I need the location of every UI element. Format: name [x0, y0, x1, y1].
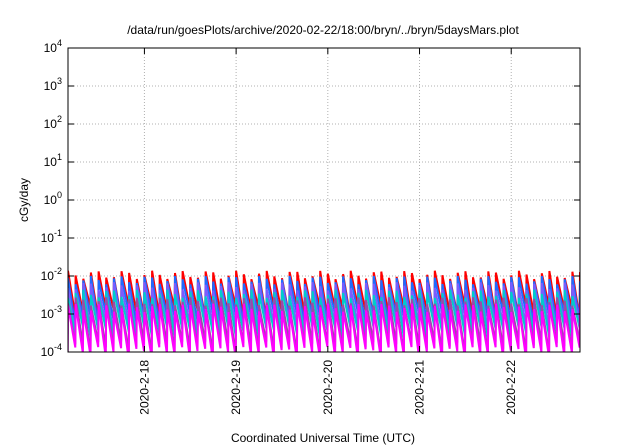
y-tick-label: 10-4: [41, 342, 62, 359]
y-tick-label: 103: [44, 76, 62, 93]
y-tick-label: 100: [44, 190, 62, 207]
x-axis-label: Coordinated Universal Time (UTC): [231, 431, 415, 445]
y-tick-label: 104: [44, 38, 62, 55]
x-axis: 2020-2-18 2020-2-19 2020-2-20 2020-2-21 2020…: [137, 48, 518, 415]
gridlines: [68, 48, 580, 352]
y-axis: 10-4 10-3 10-2 10-1 100 101 102 103 104: [41, 38, 580, 359]
y-tick-label: 102: [44, 114, 62, 131]
y-tick-label: 10-3: [41, 304, 62, 321]
y-tick-label: 10-1: [41, 228, 62, 245]
x-tick-label: 2020-2-18: [137, 360, 151, 415]
x-tick-label: 2020-2-19: [229, 360, 243, 415]
x-tick-label: 2020-2-22: [504, 360, 518, 415]
y-tick-label: 101: [44, 152, 62, 169]
x-tick-label: 2020-2-21: [413, 360, 427, 415]
y-axis-label: cGy/day: [17, 178, 31, 222]
series-line: [68, 303, 580, 352]
x-tick-label: 2020-2-20: [321, 360, 335, 415]
series-layer: [68, 270, 580, 352]
chart-title: /data/run/goesPlots/archive/2020-02-22/1…: [127, 23, 519, 37]
y-tick-label: 10-2: [41, 266, 62, 283]
